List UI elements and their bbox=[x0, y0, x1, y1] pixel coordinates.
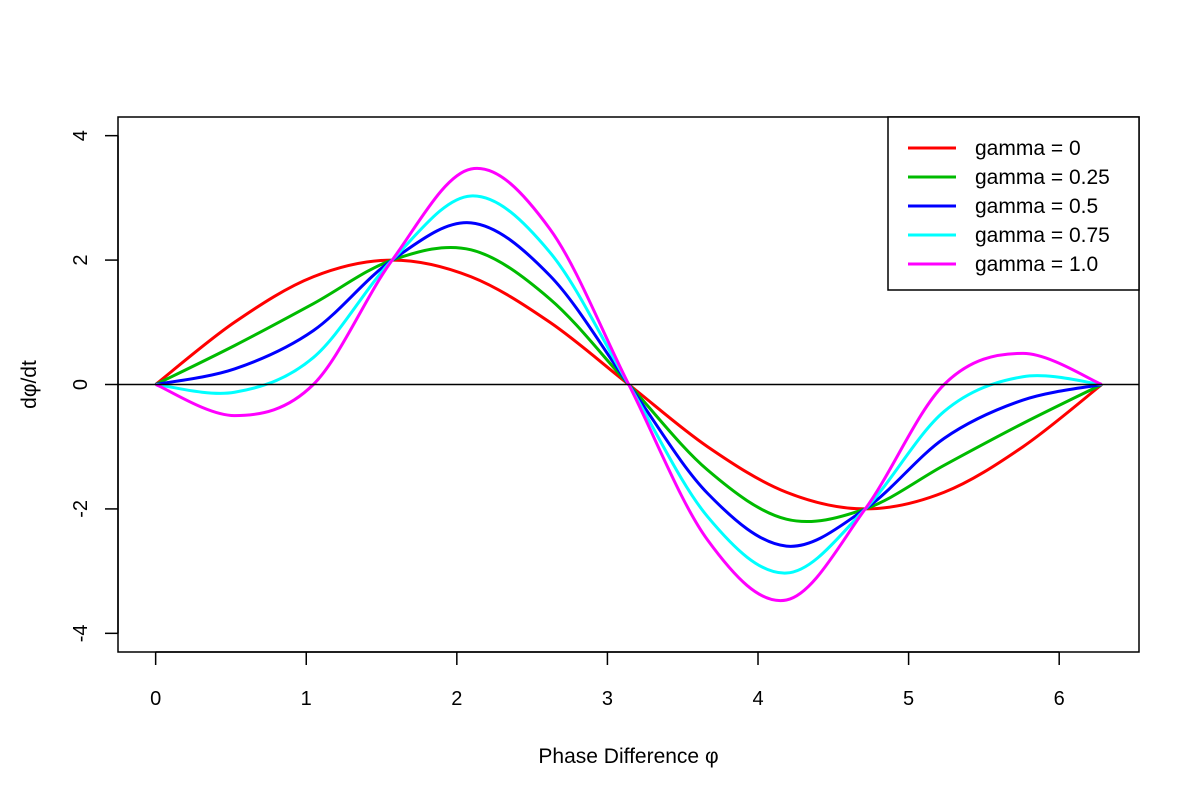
y-axis: -4 -2 0 2 4 bbox=[70, 130, 119, 642]
y-axis-title: dφ/dt bbox=[18, 360, 41, 409]
legend-box bbox=[887, 116, 1140, 291]
x-axis: 0 1 2 3 4 5 6 bbox=[150, 651, 1065, 710]
y-tick-label: 4 bbox=[70, 130, 92, 141]
y-tick-label: -4 bbox=[70, 624, 92, 642]
x-tick-label: 0 bbox=[150, 688, 161, 710]
x-tick-label: 3 bbox=[602, 688, 613, 710]
legend-label: gamma = 0 bbox=[975, 137, 1081, 160]
x-tick-label: 5 bbox=[903, 688, 914, 710]
x-tick-label: 4 bbox=[752, 688, 763, 710]
x-tick-label: 1 bbox=[301, 688, 312, 710]
legend-label: gamma = 0.5 bbox=[975, 195, 1098, 218]
x-tick-label: 2 bbox=[451, 688, 462, 710]
legend-label: gamma = 1.0 bbox=[975, 253, 1098, 276]
y-tick-label: -2 bbox=[70, 500, 92, 518]
y-tick-label: 0 bbox=[70, 379, 92, 390]
legend: gamma = 0 gamma = 0.25 gamma = 0.5 gamma = … bbox=[887, 116, 1140, 291]
x-tick-label: 6 bbox=[1054, 688, 1065, 710]
legend-label: gamma = 0.75 bbox=[975, 224, 1110, 247]
legend-label: gamma = 0.25 bbox=[975, 166, 1110, 189]
x-axis-title: Phase Difference φ bbox=[538, 745, 718, 768]
y-tick-label: 2 bbox=[70, 255, 92, 266]
